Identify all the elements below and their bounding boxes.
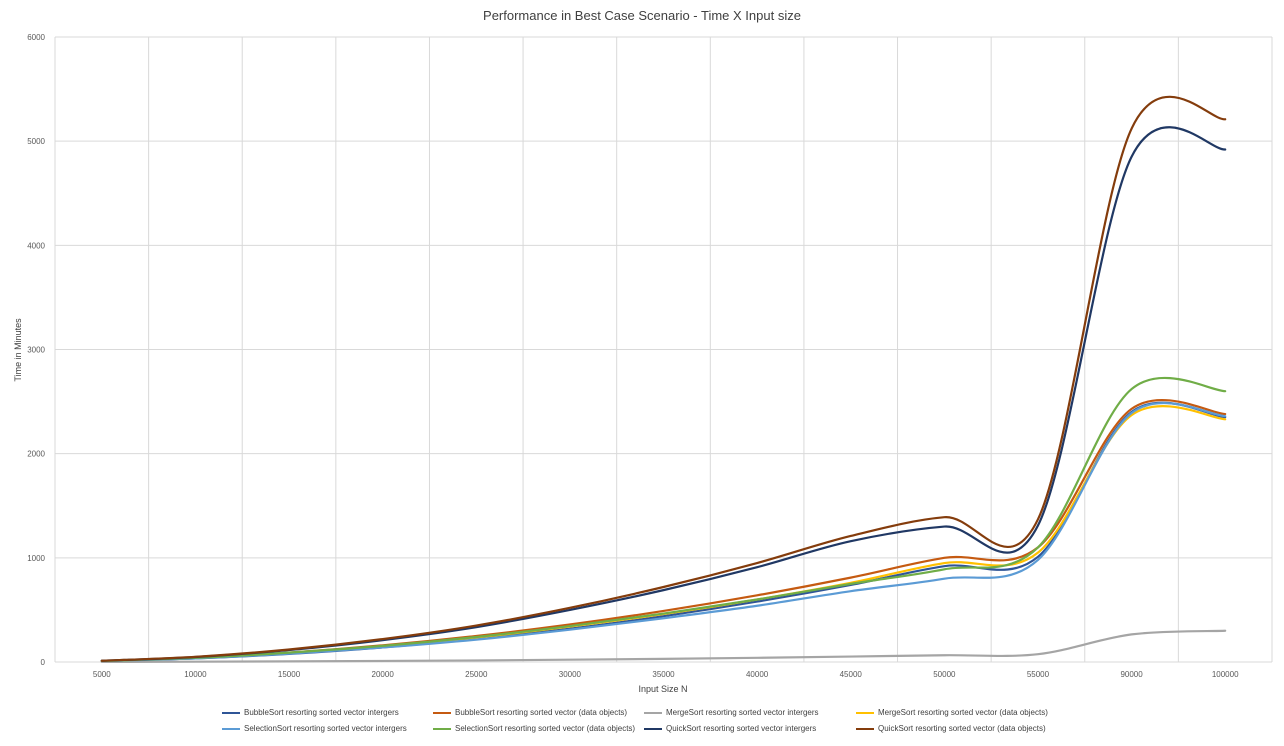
x-tick-label: 30000 <box>559 670 582 679</box>
y-tick-label: 4000 <box>27 241 45 250</box>
legend-entry: QuickSort resorting sorted vector (data … <box>856 724 1046 733</box>
x-tick-label: 90000 <box>1120 670 1143 679</box>
x-tick-label: 45000 <box>840 670 863 679</box>
series-line-8 <box>100 95 1227 662</box>
legend-label: QuickSort resorting sorted vector (data … <box>878 724 1046 733</box>
x-tick-label: 10000 <box>184 670 207 679</box>
x-tick-label: 100000 <box>1212 670 1239 679</box>
x-tick-labels: 5000 10000 15000 20000 25000 30000 35000 40000 4… <box>93 670 1239 679</box>
legend-swatch <box>856 727 874 730</box>
y-tick-labels: 0 1000 2000 3000 4000 5000 6000 <box>27 33 45 667</box>
x-tick-label: 5000 <box>93 670 111 679</box>
legend-label: QuickSort resorting sorted vector interg… <box>666 724 817 733</box>
legend-swatch <box>433 711 451 714</box>
legend-label: MergeSort resorting sorted vector (data … <box>878 708 1048 717</box>
x-tick-label: 15000 <box>278 670 301 679</box>
legend-label: BubbleSort resorting sorted vector inter… <box>244 708 399 717</box>
legend-entry: QuickSort resorting sorted vector interg… <box>644 724 816 733</box>
y-tick-label: 0 <box>41 658 46 667</box>
y-tick-label: 3000 <box>27 346 45 355</box>
legend-entry: SelectionSort resorting sorted vector in… <box>222 724 407 733</box>
y-tick-label: 2000 <box>27 450 45 459</box>
legend-swatch <box>222 727 240 730</box>
legend-entry: MergeSort resorting sorted vector (data … <box>856 708 1048 717</box>
series-line-6 <box>100 377 1227 663</box>
legend-row: SelectionSort resorting sorted vector in… <box>0 724 1284 740</box>
legend-swatch <box>433 727 451 730</box>
legend-swatch <box>222 711 240 714</box>
series-lines <box>100 95 1227 663</box>
legend-label: MergeSort resorting sorted vector interg… <box>666 708 819 717</box>
x-axis-label: Input Size N <box>638 684 687 694</box>
legend-label: SelectionSort resorting sorted vector (d… <box>455 724 636 733</box>
legend-entry: BubbleSort resorting sorted vector (data… <box>433 708 627 717</box>
x-tick-label: 20000 <box>372 670 395 679</box>
legend-entry: SelectionSort resorting sorted vector (d… <box>433 724 635 733</box>
y-axis-label: Time in Minutes <box>13 318 23 382</box>
y-tick-label: 5000 <box>27 137 45 146</box>
legend-entry: BubbleSort resorting sorted vector inter… <box>222 708 399 717</box>
legend: BubbleSort resorting sorted vector inter… <box>0 708 1284 740</box>
legend-swatch <box>856 711 874 714</box>
x-tick-label: 50000 <box>933 670 956 679</box>
x-tick-label: 25000 <box>465 670 488 679</box>
grid-lines <box>54 36 1273 663</box>
legend-row: BubbleSort resorting sorted vector inter… <box>0 708 1284 724</box>
y-tick-label: 1000 <box>27 554 45 563</box>
legend-swatch <box>644 727 662 730</box>
series-line-7 <box>100 126 1227 662</box>
series-line-3 <box>100 629 1227 663</box>
y-tick-label: 6000 <box>27 33 45 42</box>
x-tick-label: 40000 <box>746 670 769 679</box>
chart-title: Performance in Best Case Scenario - Time… <box>483 8 801 23</box>
x-tick-label: 35000 <box>652 670 675 679</box>
x-tick-label: 55000 <box>1027 670 1050 679</box>
legend-entry: MergeSort resorting sorted vector interg… <box>644 708 819 717</box>
legend-label: BubbleSort resorting sorted vector (data… <box>455 708 628 717</box>
legend-swatch <box>644 711 662 714</box>
legend-label: SelectionSort resorting sorted vector in… <box>244 724 407 733</box>
